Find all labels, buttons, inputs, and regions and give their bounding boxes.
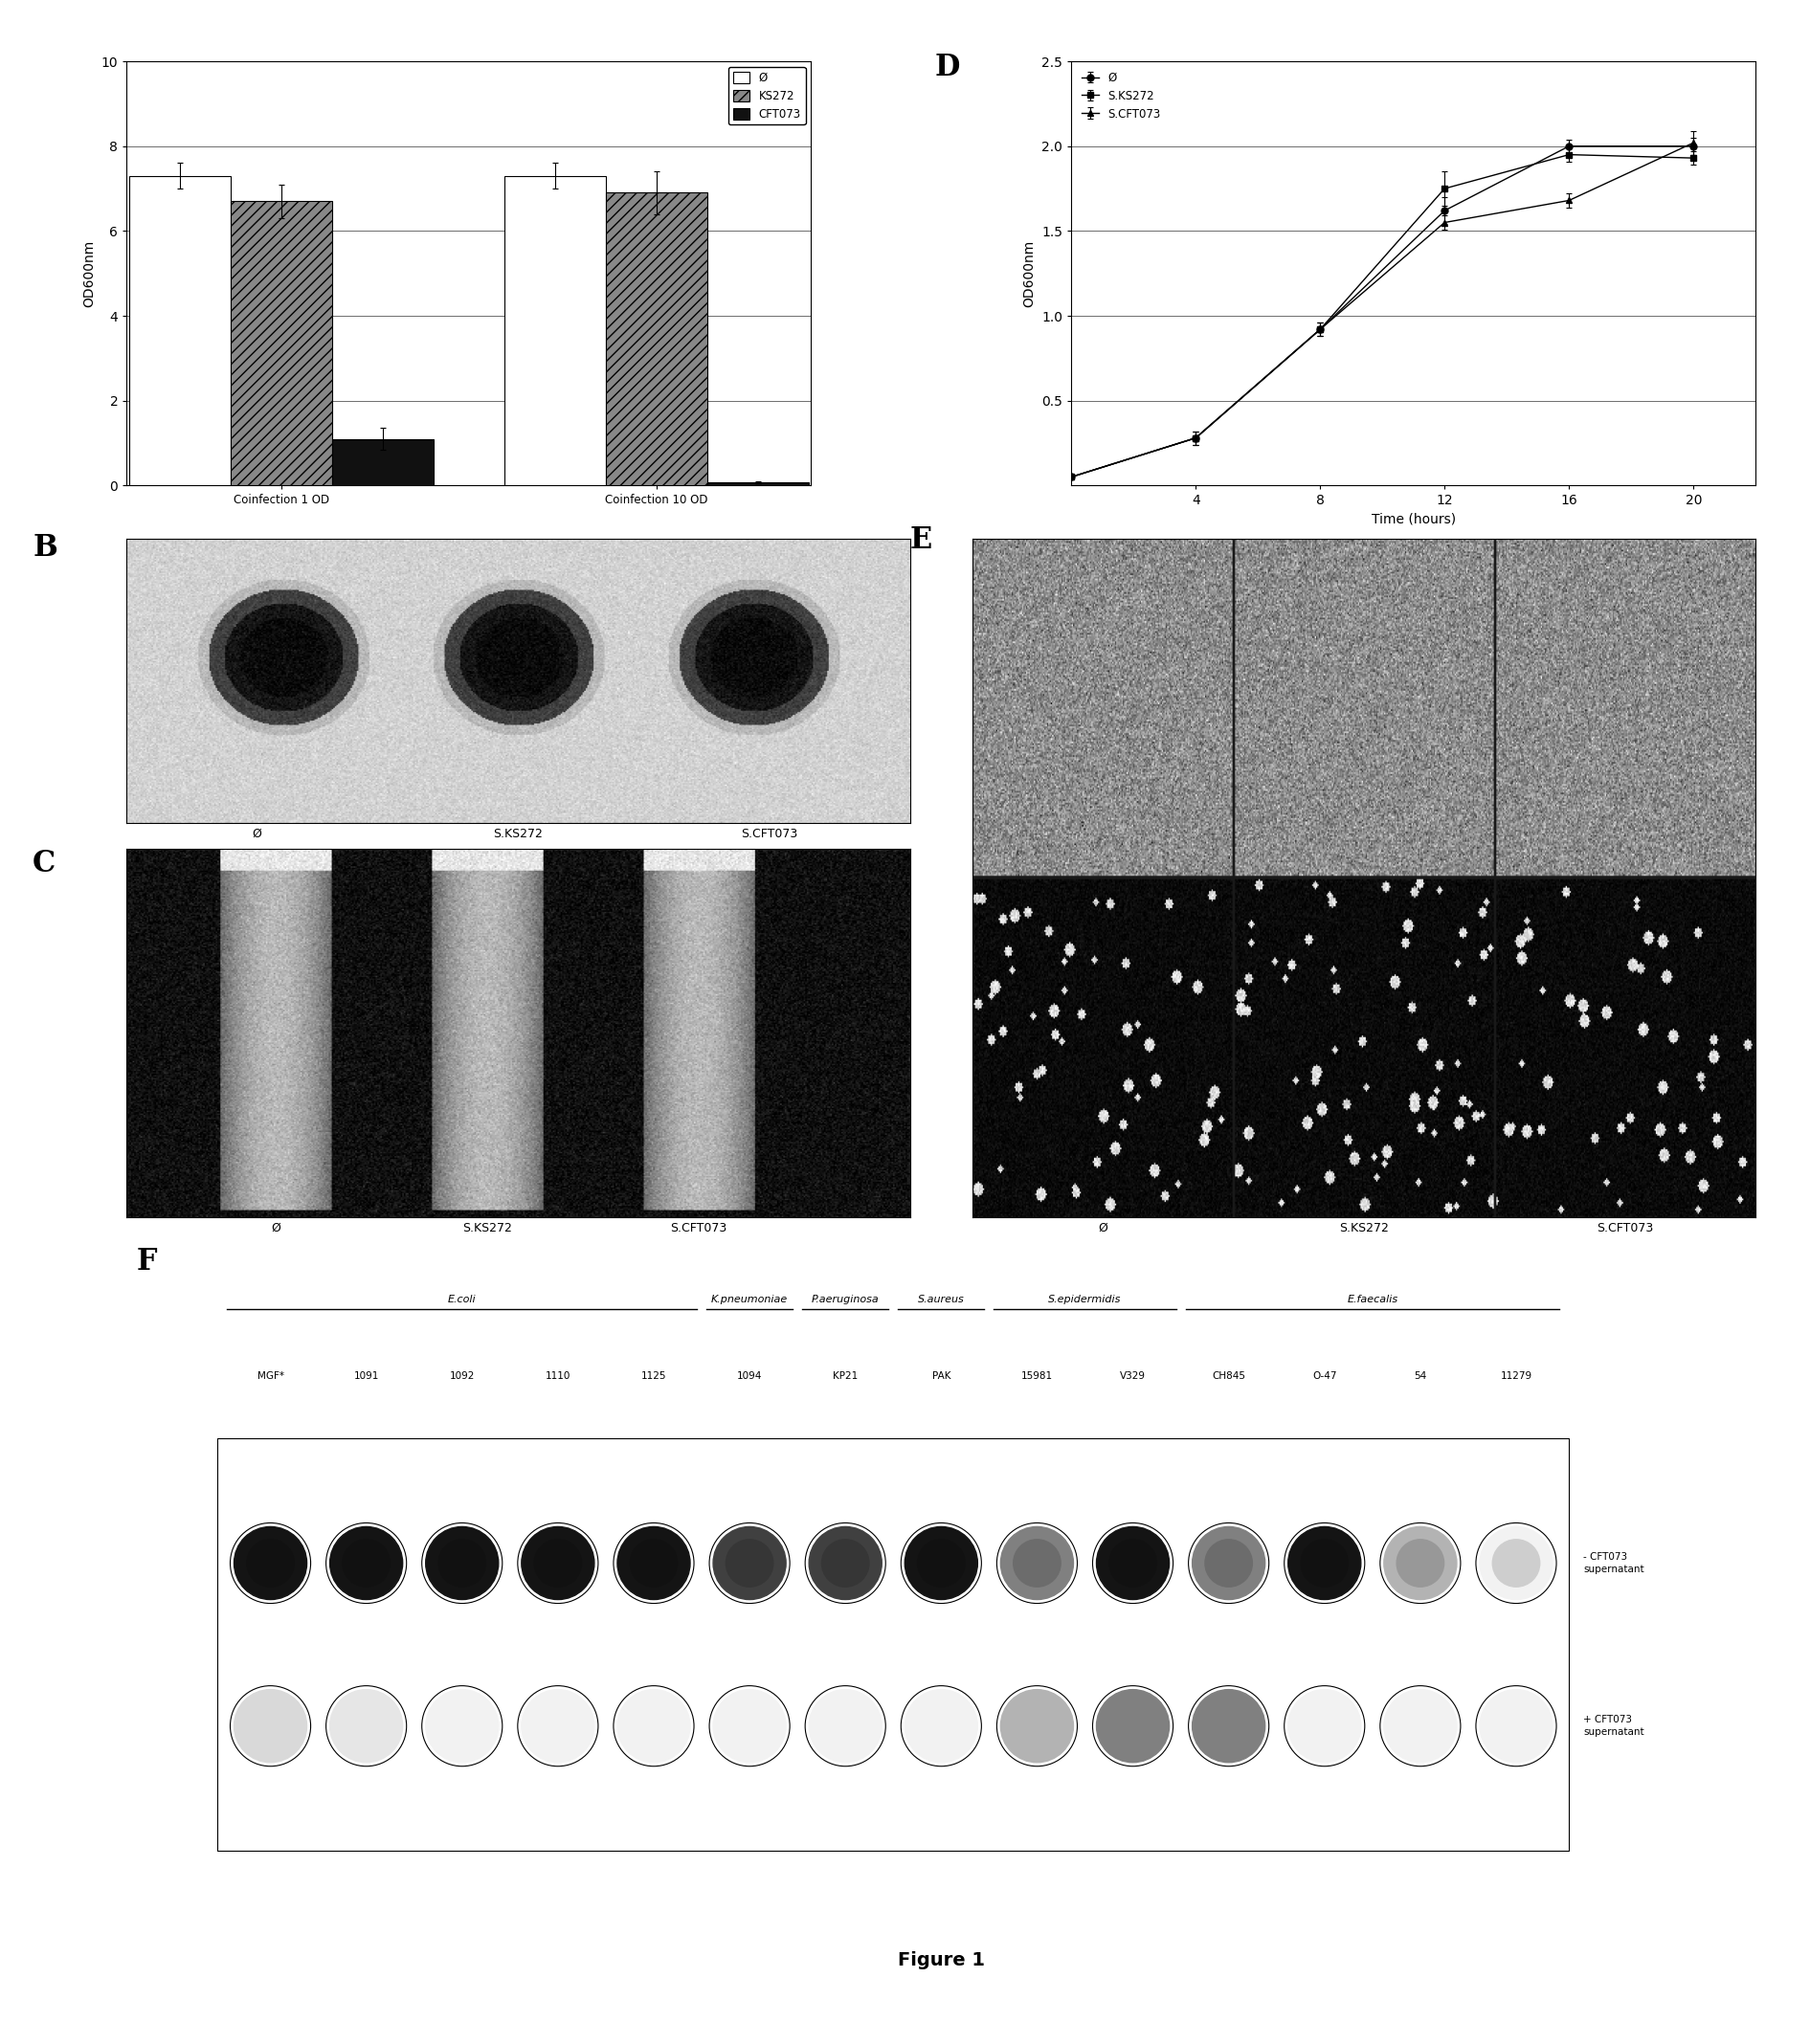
X-axis label: Time (hours): Time (hours) xyxy=(1372,513,1455,525)
Bar xyxy=(505,176,606,486)
Circle shape xyxy=(918,1539,965,1586)
Text: 1094: 1094 xyxy=(737,1372,762,1382)
Bar xyxy=(230,200,331,486)
Circle shape xyxy=(905,1527,977,1600)
Circle shape xyxy=(438,1539,485,1586)
Text: 1125: 1125 xyxy=(641,1372,666,1382)
Text: + CFT073
supernatant: + CFT073 supernatant xyxy=(1584,1715,1643,1737)
Circle shape xyxy=(713,1690,786,1762)
Circle shape xyxy=(1493,1539,1540,1586)
Text: F: F xyxy=(136,1247,157,1278)
Legend: Ø, S.KS272, S.CFT073: Ø, S.KS272, S.CFT073 xyxy=(1077,67,1166,125)
Text: V329: V329 xyxy=(1120,1372,1146,1382)
Circle shape xyxy=(1289,1690,1361,1762)
Circle shape xyxy=(1481,1527,1553,1600)
Circle shape xyxy=(534,1539,581,1586)
Bar xyxy=(708,482,809,486)
Text: KP21: KP21 xyxy=(833,1372,858,1382)
Text: E: E xyxy=(910,525,932,556)
Bar xyxy=(331,439,434,486)
Circle shape xyxy=(809,1527,881,1600)
Circle shape xyxy=(329,1690,402,1762)
Circle shape xyxy=(1385,1690,1457,1762)
Text: 11279: 11279 xyxy=(1500,1372,1531,1382)
Circle shape xyxy=(905,1690,977,1762)
Y-axis label: OD600nm: OD600nm xyxy=(83,239,96,307)
Circle shape xyxy=(1205,1539,1253,1586)
Circle shape xyxy=(1481,1690,1553,1762)
Circle shape xyxy=(726,1539,773,1586)
Text: - CFT073
supernatant: - CFT073 supernatant xyxy=(1584,1553,1643,1574)
Text: K.pneumoniae: K.pneumoniae xyxy=(711,1296,787,1304)
Circle shape xyxy=(1397,1539,1444,1586)
Text: PAK: PAK xyxy=(932,1372,950,1382)
Text: C: C xyxy=(33,848,56,879)
Circle shape xyxy=(1097,1527,1169,1600)
Circle shape xyxy=(233,1690,308,1762)
Circle shape xyxy=(617,1690,690,1762)
Bar xyxy=(217,1439,1569,1850)
Circle shape xyxy=(1193,1527,1265,1600)
Circle shape xyxy=(342,1539,389,1586)
Text: 54: 54 xyxy=(1414,1372,1426,1382)
Circle shape xyxy=(1301,1539,1348,1586)
Text: 1110: 1110 xyxy=(545,1372,570,1382)
Text: D: D xyxy=(934,53,959,82)
Circle shape xyxy=(809,1690,881,1762)
Text: E.coli: E.coli xyxy=(447,1296,476,1304)
Circle shape xyxy=(521,1527,594,1600)
Text: MGF*: MGF* xyxy=(257,1372,284,1382)
Circle shape xyxy=(521,1690,594,1762)
Circle shape xyxy=(1014,1539,1061,1586)
Text: O-47: O-47 xyxy=(1312,1372,1338,1382)
Circle shape xyxy=(246,1539,293,1586)
Circle shape xyxy=(822,1539,869,1586)
Circle shape xyxy=(1193,1690,1265,1762)
Text: 1091: 1091 xyxy=(353,1372,378,1382)
Text: 15981: 15981 xyxy=(1021,1372,1053,1382)
Circle shape xyxy=(233,1527,308,1600)
Circle shape xyxy=(1001,1527,1073,1600)
Text: S.epidermidis: S.epidermidis xyxy=(1048,1296,1122,1304)
Text: 1092: 1092 xyxy=(449,1372,474,1382)
Circle shape xyxy=(630,1539,677,1586)
Bar xyxy=(129,176,230,486)
Circle shape xyxy=(1097,1690,1169,1762)
Y-axis label: OD600nm: OD600nm xyxy=(1023,239,1037,307)
Text: S.aureus: S.aureus xyxy=(918,1296,965,1304)
Circle shape xyxy=(617,1527,690,1600)
Circle shape xyxy=(1385,1527,1457,1600)
Text: E.faecalis: E.faecalis xyxy=(1347,1296,1397,1304)
Text: B: B xyxy=(33,533,58,562)
Text: CH845: CH845 xyxy=(1213,1372,1245,1382)
Bar xyxy=(606,192,708,486)
Circle shape xyxy=(1110,1539,1157,1586)
Circle shape xyxy=(713,1527,786,1600)
Text: Figure 1: Figure 1 xyxy=(898,1952,985,1970)
Circle shape xyxy=(425,1690,498,1762)
Legend: Ø, KS272, CFT073: Ø, KS272, CFT073 xyxy=(728,67,805,125)
Text: P.aeruginosa: P.aeruginosa xyxy=(811,1296,880,1304)
Circle shape xyxy=(329,1527,402,1600)
Circle shape xyxy=(1001,1690,1073,1762)
Circle shape xyxy=(1289,1527,1361,1600)
Circle shape xyxy=(425,1527,498,1600)
